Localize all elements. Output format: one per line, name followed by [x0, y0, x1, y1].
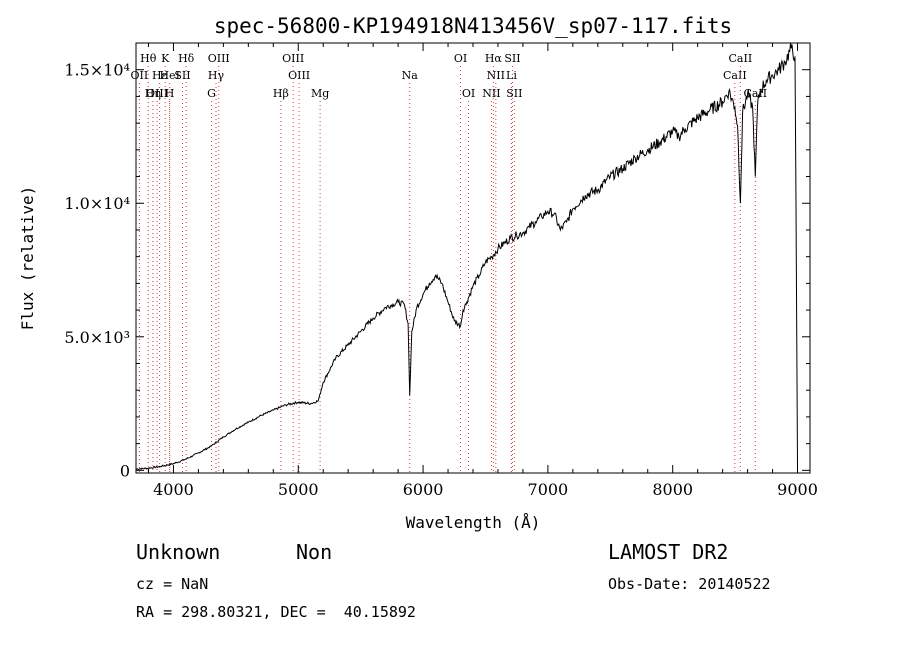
marker-label: SII [506, 87, 522, 100]
marker-label: SII [504, 52, 520, 65]
marker-label: OIII [146, 87, 168, 100]
marker-label: Hγ [208, 69, 225, 82]
marker-label: HeI [159, 69, 179, 82]
observation-date: Obs-Date: 20140522 [608, 575, 771, 593]
marker-label: Li [506, 69, 517, 82]
marker-label: K [161, 52, 170, 65]
x-axis: 4000 5000 6000 7000 8000 9000 [147, 43, 818, 499]
marker-label: OIII [288, 69, 310, 82]
marker-label: Na [402, 69, 419, 82]
marker-label: G [207, 87, 216, 100]
plot-frame [135, 42, 811, 474]
marker-label: OIII [282, 52, 304, 65]
y-axis-label: Flux (relative) [18, 186, 37, 331]
marker-label: Mg [311, 87, 329, 100]
x-tick-label: 8000 [652, 480, 693, 499]
marker-label: H [165, 87, 175, 100]
marker-label: Hβ [273, 87, 289, 100]
marker-label: NII [487, 69, 505, 82]
y-tick-label: 1.5×10⁴ [64, 61, 130, 80]
marker-label: OIII [208, 52, 230, 65]
marker-label: Hθ [140, 52, 157, 65]
y-tick-label: 1.0×10⁴ [64, 194, 130, 213]
marker-label: OI [454, 52, 467, 65]
object-subclass: Non [296, 540, 333, 564]
spectrum-series-line [136, 43, 798, 471]
redshift-value: cz = NaN [136, 575, 209, 593]
coordinates: RA = 298.80321, DEC = 40.15892 [136, 603, 416, 621]
marker-label: OII [131, 69, 149, 82]
marker-label: CaII [729, 52, 753, 65]
x-tick-label: 9000 [777, 480, 818, 499]
line-markers: Hθ OII OIII Hε K HeI Hη H SII Hδ OIII Hγ G OIII OIII Hβ… [131, 52, 767, 473]
survey-release: LAMOST DR2 [608, 540, 729, 564]
x-axis-label: Wavelength (Å) [406, 513, 541, 532]
x-tick-label: 6000 [403, 480, 444, 499]
marker-label: NII [482, 87, 500, 100]
marker-label: Hη [145, 87, 161, 100]
marker-label: Hδ [178, 52, 195, 65]
object-class: Unknown [136, 540, 221, 564]
y-tick-label: 5.0×10³ [64, 328, 130, 347]
y-axis: 0 5.0×10³ 1.0×10⁴ 1.5×10⁴ [64, 61, 810, 480]
chart-title: spec-56800-KP194918N413456V_sp07-117.fit… [214, 14, 732, 38]
marker-label: SII [174, 69, 190, 82]
y-tick-label: 0 [120, 461, 130, 480]
x-tick-label: 7000 [528, 480, 569, 499]
marker-label: CaII [723, 69, 747, 82]
x-tick-label: 5000 [278, 480, 319, 499]
x-tick-label: 4000 [153, 480, 194, 499]
marker-label: Hα [485, 52, 503, 65]
marker-label: OI [462, 87, 475, 100]
marker-label: Hε [152, 69, 168, 82]
